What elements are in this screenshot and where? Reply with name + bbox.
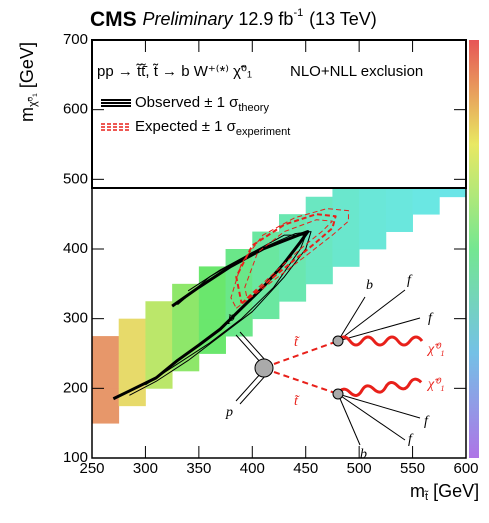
y-tick-label: 100 (63, 449, 88, 466)
heatmap-cell (225, 266, 253, 285)
diagram-label: χ̃⁰₁ (426, 342, 445, 357)
x-tick-label: 300 (133, 460, 158, 477)
x-tick-label: 600 (453, 460, 478, 477)
heatmap-cell (92, 353, 120, 372)
heatmap-cell (145, 353, 173, 372)
color-bar (469, 40, 479, 458)
heatmap-cell (359, 196, 387, 215)
diagram-label: χ̃⁰₁ (426, 377, 445, 392)
x-tick-label: 550 (400, 460, 425, 477)
heatmap-cell (172, 301, 200, 320)
x-tick-label: 450 (293, 460, 318, 477)
legend-sub: experiment (236, 126, 290, 138)
diagram-label: p (225, 405, 233, 420)
y-label-sub: χ̃⁰₁ (27, 93, 39, 107)
heatmap-cell (305, 266, 333, 285)
heatmap-cell (172, 318, 200, 337)
x-tick-label: 500 (347, 460, 372, 477)
contour-line (235, 213, 337, 305)
heatmap-cell (252, 249, 280, 267)
frame: pp → t̃t̃̄, t̃ → b W⁺⁽*⁾ χ̃⁰₁ NLO+NLL exc… (63, 31, 479, 477)
luminosity-exponent: -1 (293, 7, 303, 19)
heatmap-cell (118, 370, 146, 389)
legend-name: Expected ± 1 σ (135, 118, 237, 135)
y-tick-label: 700 (63, 31, 88, 48)
x-tick-label: 250 (79, 460, 104, 477)
heatmap-cell (92, 336, 120, 354)
heatmap-cell (359, 214, 387, 232)
heatmap-cell (198, 318, 226, 337)
y-tick-label: 300 (63, 310, 88, 327)
y-tick-label: 600 (63, 101, 88, 118)
diagram-label: f (424, 414, 430, 429)
diagram-label: f (407, 273, 413, 288)
legend-label: Observed ± 1 σtheory (135, 94, 269, 114)
chart-title: CMS Preliminary 12.9 fb-1 (13 TeV) (90, 1, 377, 31)
heatmap-cell (172, 336, 200, 354)
heatmap-cell (252, 301, 280, 320)
heatmap-cell (252, 266, 280, 285)
heatmap-cell (385, 214, 413, 232)
heatmap-cell (225, 318, 253, 337)
diagram-label: p (227, 310, 235, 325)
heatmap-cell (412, 196, 440, 215)
x-label: m (410, 481, 425, 501)
y-tick-label: 400 (63, 240, 88, 257)
contour-line (230, 208, 349, 309)
x-tick-label: 400 (240, 460, 265, 477)
legend-header: pp → t̃t̃̄, t̃ → b W⁺⁽*⁾ χ̃⁰₁ (97, 63, 252, 80)
heatmap-cell (332, 196, 360, 215)
heatmap-cell (279, 214, 307, 232)
legend-header2: NLO+NLL exclusion (290, 63, 423, 80)
heatmap-cell (145, 336, 173, 354)
y-label-unit: [GeV] (17, 42, 37, 88)
luminosity: 12.9 fb (238, 9, 293, 29)
heatmap-cell (92, 388, 120, 407)
diagram-label: t̃ (294, 335, 300, 350)
heatmap-cell (279, 266, 307, 285)
contour-line (244, 219, 333, 299)
x-tick-label: 350 (186, 460, 211, 477)
heatmap-cell (198, 336, 226, 354)
heatmap-cell (305, 249, 333, 267)
diagram-label: b (366, 278, 373, 293)
legend-label: Expected ± 1 σexperiment (135, 118, 290, 138)
x-label-unit: [GeV] (433, 481, 479, 501)
diagram-label: b (360, 447, 367, 462)
diagram-label: t̃ (294, 394, 300, 409)
heatmap-cell (385, 196, 413, 215)
energy: (13 TeV) (309, 9, 377, 29)
y-tick-label: 200 (63, 379, 88, 396)
title: CMS (90, 8, 137, 31)
legend-box (91, 39, 467, 189)
heatmap-cell (118, 353, 146, 372)
heatmap-cell (92, 370, 120, 389)
heatmap-cell (92, 405, 120, 424)
heatmap-cell (118, 336, 146, 354)
heatmap-cell (279, 283, 307, 302)
y-label: m (17, 107, 37, 122)
legend-name: Observed ± 1 σ (135, 94, 239, 111)
heatmap-cell (198, 283, 226, 302)
heatmap-cell (225, 249, 253, 267)
heatmap-cell (145, 318, 173, 337)
heatmap-cell (145, 301, 173, 320)
x-label-sub: t̃ (424, 490, 429, 503)
x-axis-label: mt̃ [GeV] (410, 481, 479, 506)
subtitle: Preliminary (143, 9, 234, 29)
y-axis-label: mχ̃⁰₁ [GeV] (17, 42, 42, 122)
heatmap-cell (198, 301, 226, 320)
diagram-label: f (408, 432, 414, 447)
heatmap-cell (332, 249, 360, 267)
diagram-label: f (428, 311, 434, 326)
heatmap-cell (332, 231, 360, 250)
legend-sub: theory (238, 102, 269, 114)
feynman-diagram: b f f χ̃⁰₁ t̃ t̃ p p χ̃⁰₁ f b f (225, 273, 445, 462)
heatmap-cell (359, 231, 387, 250)
y-tick-label: 500 (63, 170, 88, 187)
heatmap-cell (305, 196, 333, 215)
heatmap-cell (118, 318, 146, 337)
